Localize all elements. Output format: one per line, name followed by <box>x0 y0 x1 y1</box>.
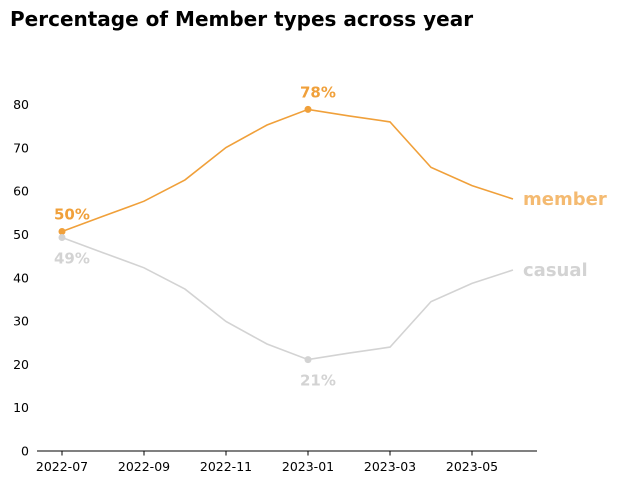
data-label-member: 78% <box>300 83 336 101</box>
data-label-casual: 21% <box>300 372 336 390</box>
y-tick-label: 80 <box>13 97 29 112</box>
y-axis: 0 10 20 30 40 50 60 70 80 <box>13 97 29 458</box>
x-tick-label: 2023-05 <box>446 459 498 474</box>
x-tick-label: 2023-03 <box>364 459 416 474</box>
x-tick-label: 2022-09 <box>118 459 170 474</box>
x-tick-label: 2022-11 <box>200 459 252 474</box>
data-point-member <box>58 227 66 235</box>
y-tick-label: 50 <box>13 227 29 242</box>
series-line-member <box>61 108 514 233</box>
x-axis: 2022-07 2022-09 2022-11 2023-01 2023-03 2023-… <box>36 451 498 474</box>
x-tick-label: 2023-01 <box>282 459 334 474</box>
y-tick-label: 70 <box>13 140 29 155</box>
x-tick-label: 2022-07 <box>36 459 88 474</box>
y-tick-label: 10 <box>13 400 29 415</box>
y-tick-label: 20 <box>13 357 29 372</box>
data-point-casual <box>58 234 66 242</box>
data-point-member <box>304 105 312 113</box>
series-group: 50% 78% member 49% 21% casual <box>54 83 607 389</box>
y-tick-label: 30 <box>13 314 29 329</box>
chart-title: Percentage of Member types across year <box>10 7 473 31</box>
data-label-member: 50% <box>54 205 90 223</box>
y-tick-label: 60 <box>13 184 29 199</box>
series-label-member: member <box>523 189 607 210</box>
series-line-casual <box>61 236 514 361</box>
data-label-casual: 49% <box>54 250 90 268</box>
series-label-casual: casual <box>523 260 588 281</box>
data-point-casual <box>304 356 312 364</box>
y-tick-label: 0 <box>21 444 29 459</box>
y-tick-label: 40 <box>13 270 29 285</box>
